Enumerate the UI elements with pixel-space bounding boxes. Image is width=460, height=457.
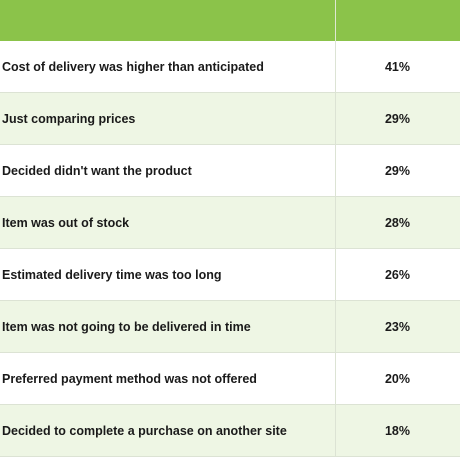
header-cell-percent [335,0,460,41]
reason-cell: Preferred payment method was not offered [0,352,336,405]
table-row: Item was out of stock 28% [0,196,460,249]
reason-cell: Cost of delivery was higher than anticip… [0,41,336,93]
table-row: Estimated delivery time was too long 26% [0,248,460,301]
percent-cell: 41% [335,41,460,93]
table-row: Item was not going to be delivered in ti… [0,300,460,353]
table-body: Cost of delivery was higher than anticip… [0,41,460,457]
reason-cell: Item was out of stock [0,196,336,249]
table-row: Decided to complete a purchase on anothe… [0,404,460,457]
table-row: Just comparing prices 29% [0,92,460,145]
table-row: Cost of delivery was higher than anticip… [0,41,460,93]
reason-cell: Just comparing prices [0,92,336,145]
percent-cell: 28% [335,196,460,249]
reason-cell: Item was not going to be delivered in ti… [0,300,336,353]
table-header-row [0,0,460,41]
reason-cell: Estimated delivery time was too long [0,248,336,301]
table-row: Decided didn't want the product 29% [0,144,460,197]
percent-cell: 29% [335,144,460,197]
percent-cell: 18% [335,404,460,457]
table-row: Preferred payment method was not offered… [0,352,460,405]
percent-cell: 29% [335,92,460,145]
percent-cell: 20% [335,352,460,405]
header-cell-reason [0,0,336,41]
reason-cell: Decided to complete a purchase on anothe… [0,404,336,457]
reason-cell: Decided didn't want the product [0,144,336,197]
percent-cell: 26% [335,248,460,301]
percent-cell: 23% [335,300,460,353]
